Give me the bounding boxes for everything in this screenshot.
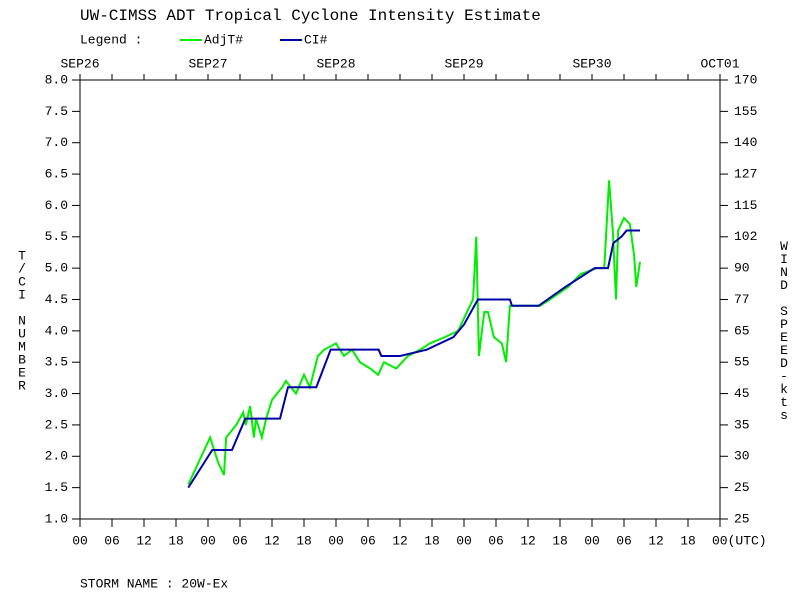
x-tick-label: 06: [232, 533, 248, 548]
y2-tick-label: 77: [734, 292, 750, 307]
date-label: OCT01: [700, 56, 739, 71]
y-tick-label: 1.0: [45, 511, 68, 526]
legend-entry: CI#: [304, 32, 328, 47]
y-tick-label: 4.5: [45, 292, 68, 307]
x-tick-label: 12: [648, 533, 664, 548]
y2-tick-label: 30: [734, 449, 750, 464]
x-tick-label: 18: [680, 533, 696, 548]
y2-axis-label: WIND SPEED-kts: [777, 239, 792, 421]
y-tick-label: 4.0: [45, 323, 68, 338]
y-tick-label: 2.0: [45, 449, 68, 464]
y-tick-label: 6.0: [45, 198, 68, 213]
date-label: SEP27: [188, 56, 227, 71]
x-tick-label: 06: [616, 533, 632, 548]
y-axis-label: T/CI NUMBER: [15, 249, 30, 392]
y2-tick-label: 90: [734, 261, 750, 276]
plot-frame: [79, 79, 721, 520]
x-tick-label: 00: [584, 533, 600, 548]
y2-tick-label: 35: [734, 417, 750, 432]
x-tick-label: 18: [168, 533, 184, 548]
series-line: [187, 180, 641, 485]
x-tick-label: 06: [360, 533, 376, 548]
chart-title: UW-CIMSS ADT Tropical Cyclone Intensity …: [80, 7, 541, 25]
x-tick-label: 00: [72, 533, 88, 548]
y-tick-label: 1.5: [45, 480, 68, 495]
x-tick-label: 06: [104, 533, 120, 548]
x-tick-label: 18: [424, 533, 440, 548]
x-tick-label: 00(UTC): [712, 533, 767, 548]
y2-tick-label: 25: [734, 511, 750, 526]
x-tick-label: 00: [200, 533, 216, 548]
x-tick-label: 18: [296, 533, 312, 548]
y2-tick-label: 155: [734, 104, 757, 119]
y2-tick-label: 65: [734, 323, 750, 338]
date-label: SEP29: [444, 56, 483, 71]
date-label: SEP30: [572, 56, 611, 71]
footer: STORM NAME : 20W-Ex: [80, 576, 228, 591]
x-tick-label: 18: [552, 533, 568, 548]
y2-tick-label: 102: [734, 229, 757, 244]
x-tick-label: 06: [488, 533, 504, 548]
legend-label: Legend :: [80, 32, 142, 47]
legend-entry: AdjT#: [204, 32, 243, 47]
x-tick-label: 12: [264, 533, 280, 548]
y-tick-label: 2.5: [45, 417, 68, 432]
y2-tick-label: 25: [734, 480, 750, 495]
y2-tick-label: 170: [734, 72, 757, 87]
y-tick-label: 8.0: [45, 72, 68, 87]
y-tick-label: 7.5: [45, 104, 68, 119]
y2-tick-label: 55: [734, 355, 750, 370]
y-tick-label: 5.5: [45, 229, 68, 244]
y-tick-label: 3.0: [45, 386, 68, 401]
y-tick-label: 5.0: [45, 261, 68, 276]
y2-tick-label: 115: [734, 198, 757, 213]
x-tick-label: 12: [392, 533, 408, 548]
y-tick-label: 3.5: [45, 355, 68, 370]
y2-tick-label: 140: [734, 135, 757, 150]
x-tick-label: 00: [456, 533, 472, 548]
y2-tick-label: 45: [734, 386, 750, 401]
x-tick-label: 12: [520, 533, 536, 548]
date-label: SEP26: [60, 56, 99, 71]
y-tick-label: 7.0: [45, 135, 68, 150]
y-tick-label: 6.5: [45, 167, 68, 182]
series-line: [187, 229, 640, 489]
x-tick-label: 00: [328, 533, 344, 548]
y2-tick-label: 127: [734, 167, 757, 182]
date-label: SEP28: [316, 56, 355, 71]
x-tick-label: 12: [136, 533, 152, 548]
